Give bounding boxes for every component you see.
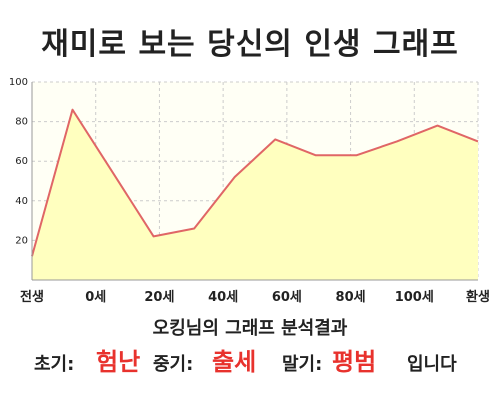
y-tick-label-0: 20	[15, 235, 28, 246]
late-value: 평범	[332, 348, 377, 376]
y-tick-label-2: 60	[15, 156, 28, 167]
series-line	[31, 108, 479, 257]
x-tick-label-4: 60세	[272, 290, 302, 305]
late-label: 말기:	[282, 354, 323, 375]
x-axis-ticks: 전생 0세 20세 40세 60세 80세 100세 환생	[20, 289, 490, 305]
analysis-title: 오킹님의 그래프 분석결과	[152, 318, 348, 339]
x-tick-label-6: 100세	[395, 290, 434, 305]
y-axis-ticks: 20 40 60 80 100	[9, 77, 28, 246]
x-tick-label-2: 20세	[144, 290, 174, 305]
x-tick-label-1: 0세	[85, 290, 106, 305]
y-tick-label-1: 40	[15, 196, 28, 207]
ending-text: 입니다	[407, 354, 457, 375]
x-tick-label-3: 40세	[208, 290, 238, 305]
y-tick-label-3: 80	[15, 117, 28, 128]
plot-area	[31, 81, 479, 281]
x-tick-label-0: 전생	[20, 289, 44, 305]
analysis-summary: 초기: 험난 중기: 출세 말기: 평범 입니다	[0, 348, 500, 380]
early-label: 초기:	[34, 354, 75, 375]
y-tick-label-4: 100	[9, 77, 28, 88]
mid-value: 출세	[212, 348, 257, 376]
chart-title: 재미로 보는 당신의 인생 그래프	[41, 27, 459, 62]
x-tick-label-5: 80세	[336, 290, 366, 305]
mid-label: 중기:	[153, 354, 194, 375]
early-value: 험난	[96, 348, 141, 376]
x-tick-label-7: 환생	[466, 289, 490, 305]
